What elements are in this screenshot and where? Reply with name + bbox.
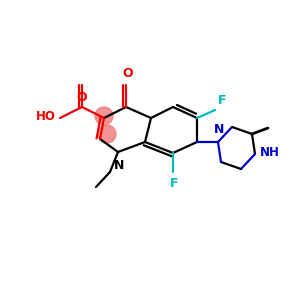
Text: N: N: [114, 159, 124, 172]
Text: O: O: [123, 67, 133, 80]
Circle shape: [95, 107, 113, 125]
Text: O: O: [77, 91, 87, 104]
Circle shape: [98, 125, 116, 143]
Text: F: F: [170, 177, 178, 190]
Text: F: F: [218, 94, 226, 107]
Text: N: N: [214, 123, 224, 136]
Text: NH: NH: [260, 146, 280, 158]
Text: HO: HO: [36, 110, 56, 124]
